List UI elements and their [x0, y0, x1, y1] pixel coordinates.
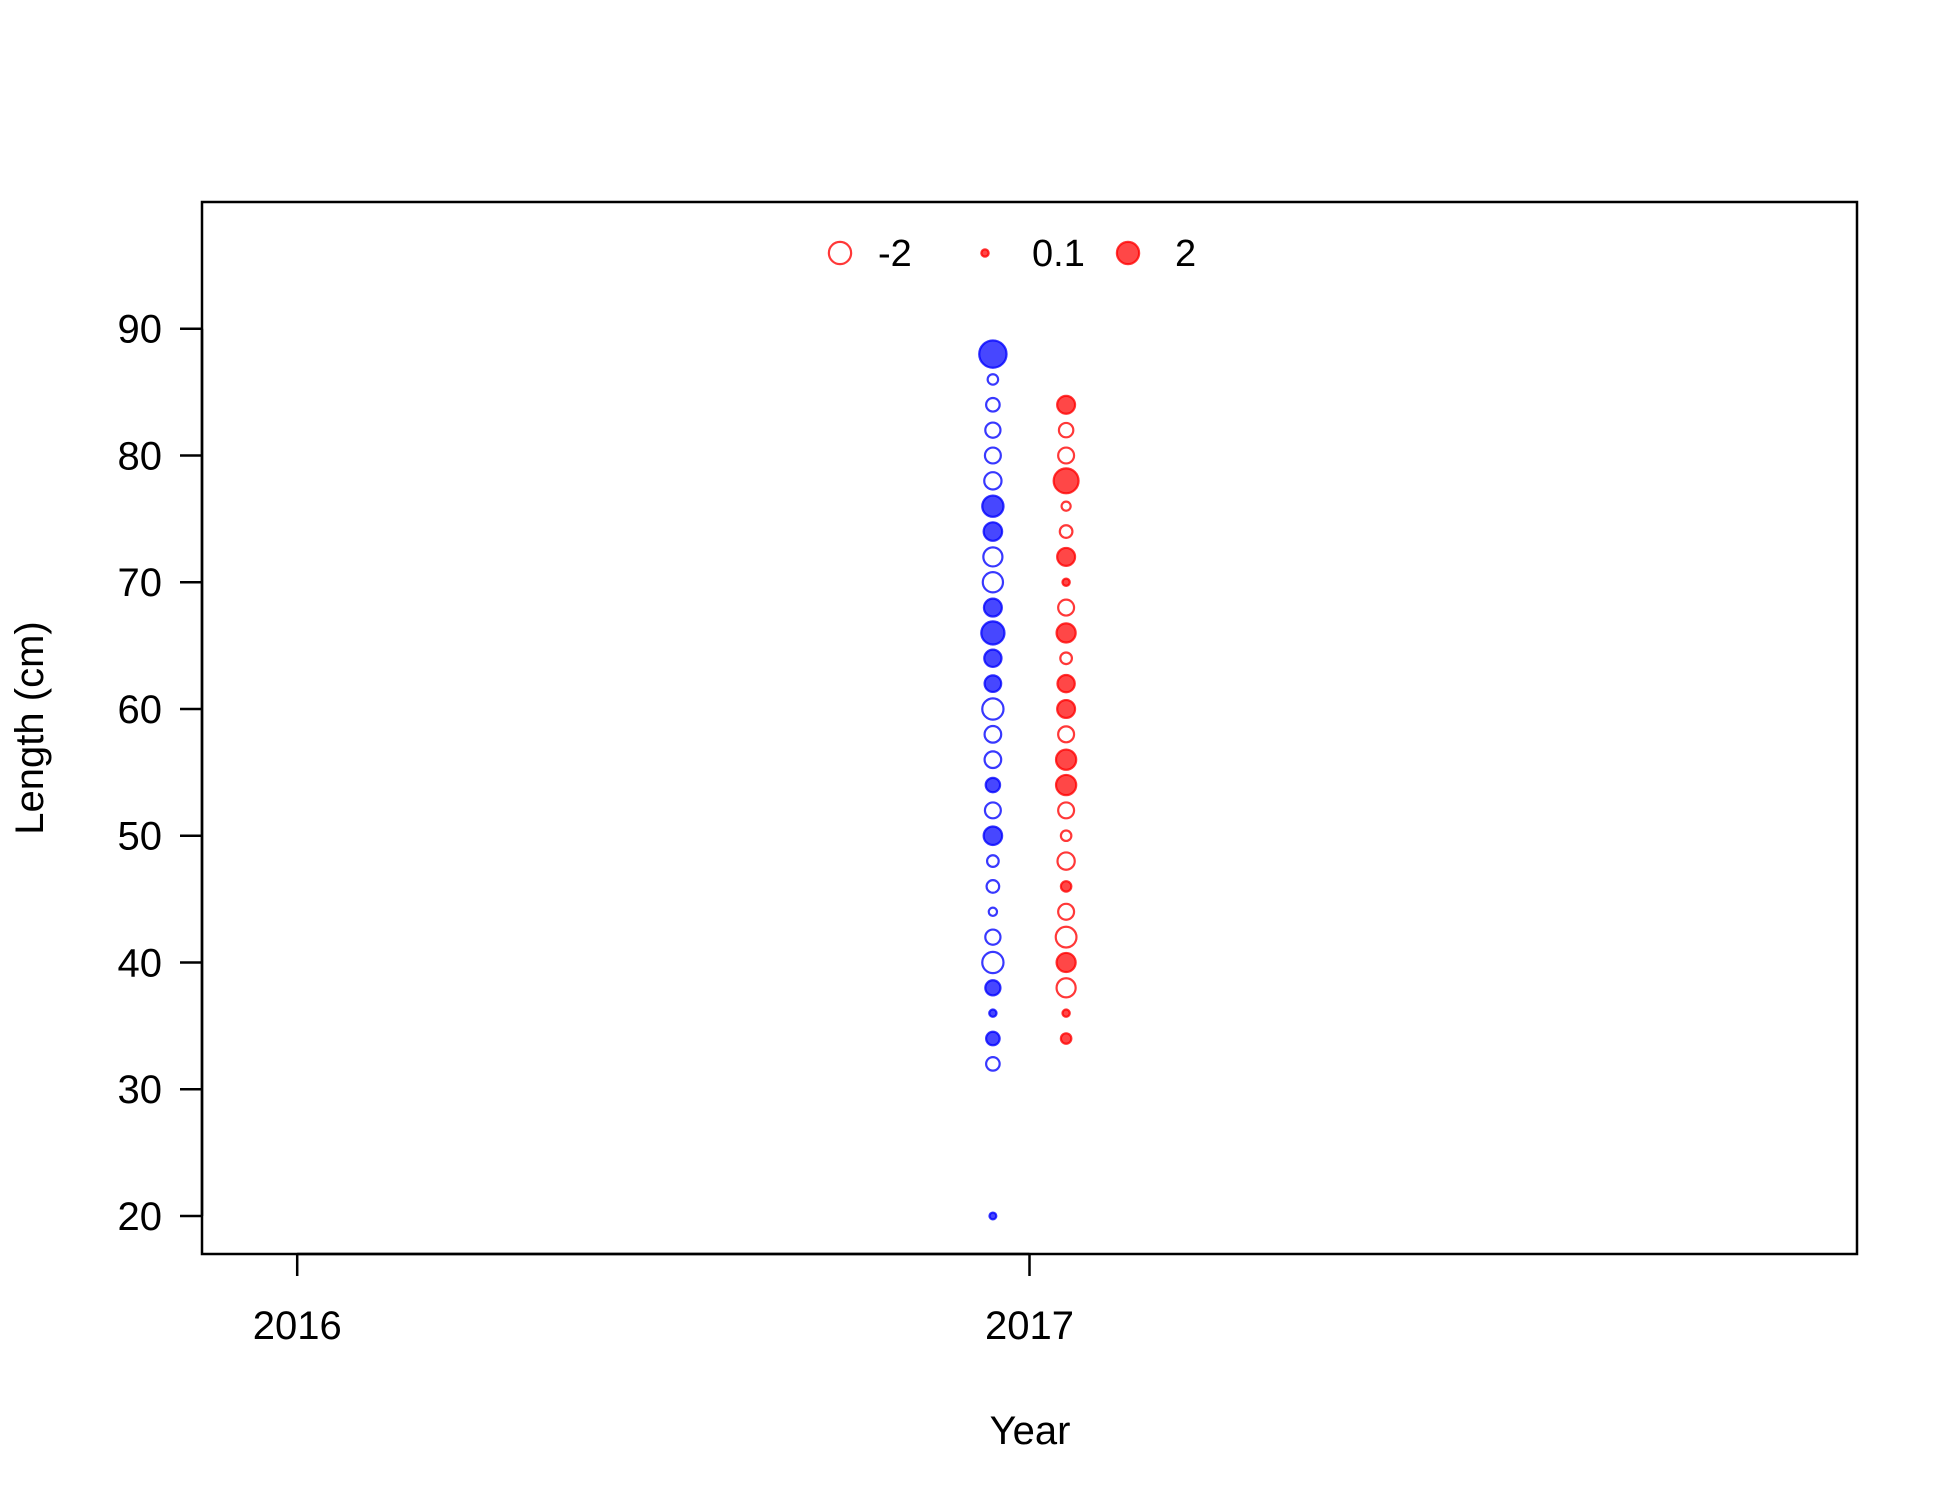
bubble-point: [981, 950, 1005, 975]
bubble-point: [983, 750, 1003, 770]
x-tick-label: 2017: [985, 1304, 1074, 1348]
bubble-point: [1061, 1008, 1071, 1018]
bubble-point: [986, 373, 1000, 386]
bubble-point: [985, 1056, 1001, 1072]
x-axis: 2016 2017: [253, 1252, 1074, 1348]
bubble-point: [988, 1211, 998, 1221]
series-0: [978, 339, 1008, 1221]
bubble-point: [984, 776, 1002, 794]
bubble-point: [1059, 651, 1074, 666]
legend-symbol: [827, 240, 853, 266]
bubble-point: [1059, 1032, 1073, 1045]
bubble-point: [985, 854, 1000, 868]
y-axis-title: Length (cm): [8, 621, 52, 834]
bubble-point: [982, 597, 1003, 618]
bubble-point: [1054, 773, 1078, 797]
bubble-point: [983, 801, 1002, 820]
bubble-point: [1052, 467, 1080, 495]
bubble-point: [1055, 977, 1077, 999]
bubble-point: [988, 1008, 998, 1018]
bubble-point: [982, 825, 1004, 847]
bubble-point: [1059, 829, 1073, 843]
legend-symbol: [980, 248, 990, 258]
legend: -2 0.1 2: [827, 233, 1196, 275]
y-tick-label: 20: [118, 1195, 163, 1239]
bubble-point: [981, 571, 1005, 594]
bubble-point: [983, 674, 1003, 694]
bubble-point: [1054, 925, 1078, 949]
bubble-point: [1056, 698, 1077, 720]
legend-symbol: [1115, 240, 1141, 266]
bubble-point: [1060, 500, 1072, 512]
bubble-point: [985, 879, 1001, 894]
bubble-point: [1057, 725, 1076, 744]
x-tick-label: 2016: [253, 1304, 342, 1348]
y-tick-label: 40: [118, 941, 163, 985]
bubble-point: [1058, 524, 1074, 539]
bubble-point: [1055, 622, 1077, 644]
y-tick-label: 60: [118, 688, 163, 732]
legend-label: 2: [1175, 233, 1196, 275]
bubble-point: [984, 979, 1002, 997]
bubble-point: [980, 620, 1006, 646]
bubble-point: [1055, 951, 1077, 974]
y-tick-label: 50: [118, 815, 163, 859]
y-tick-label: 70: [118, 561, 163, 605]
bubble-point: [1056, 673, 1076, 694]
y-tick-label: 30: [118, 1068, 163, 1112]
bubble-point: [983, 471, 1003, 491]
bubble-point: [983, 648, 1003, 669]
bubble-point: [1057, 421, 1075, 439]
bubble-point: [1056, 851, 1076, 871]
bubbles-layer: [978, 339, 1080, 1221]
series-1: [1052, 394, 1080, 1045]
legend-label: 0.1: [1032, 233, 1085, 275]
legend-label: -2: [878, 233, 912, 275]
y-tick-label: 90: [118, 308, 163, 352]
bubble-point: [1056, 546, 1077, 567]
bubble-point: [1057, 598, 1076, 617]
bubble-point: [1057, 902, 1076, 921]
bubble-point: [981, 494, 1005, 518]
bubble-point: [1059, 880, 1073, 893]
bubble-point: [985, 396, 1001, 413]
x-axis-title: Year: [990, 1409, 1071, 1453]
bubble-point: [984, 928, 1002, 946]
y-tick-label: 80: [118, 434, 163, 478]
bubble-point: [1056, 394, 1077, 415]
bubble-point: [978, 339, 1008, 369]
y-axis: 20 30 40 50 60 70 80 90: [118, 308, 204, 1239]
bubble-point: [982, 521, 1004, 542]
bubble-point: [982, 546, 1004, 568]
bubble-point: [983, 724, 1003, 744]
bubble-point: [987, 906, 999, 918]
bubble-point: [984, 421, 1002, 439]
bubble-point: [983, 446, 1002, 465]
bubble-point: [985, 1030, 1001, 1047]
bubble-point: [1061, 577, 1071, 587]
bubble-point: [1057, 801, 1076, 820]
bubble-point: [1057, 446, 1076, 465]
bubble-point: [1054, 748, 1078, 771]
bubble-point: [981, 697, 1005, 721]
